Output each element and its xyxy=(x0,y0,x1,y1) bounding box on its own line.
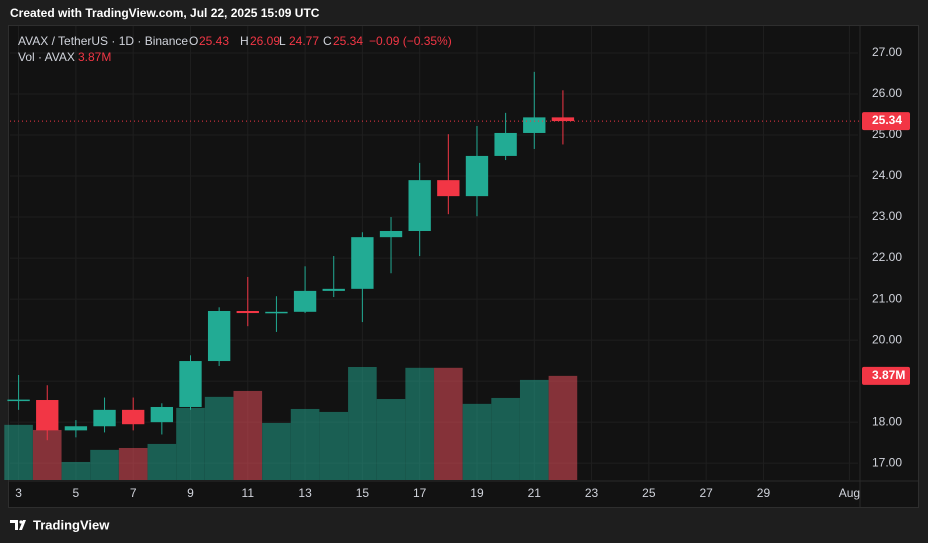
candle-body xyxy=(150,406,174,423)
x-tick-label: 9 xyxy=(187,486,194,500)
x-tick-label: 21 xyxy=(528,486,542,500)
footer-brand: TradingView xyxy=(33,517,110,532)
price-tag-label: 25.34 xyxy=(872,113,902,127)
candle-body xyxy=(265,311,288,314)
x-tick-label: 3 xyxy=(15,486,22,500)
x-tick-label: 7 xyxy=(130,486,137,500)
symbol: AVAX / TetherUS · 1D · Binance xyxy=(18,34,188,48)
volume-bar xyxy=(90,449,119,480)
volume-bar xyxy=(118,447,148,480)
ohlc-key: L xyxy=(279,34,286,48)
y-tick-label: 20.00 xyxy=(872,332,902,346)
candle-body xyxy=(551,117,575,122)
ohlc-value: 25.43 xyxy=(199,34,229,48)
ohlc-key: H xyxy=(240,34,249,48)
candle-body xyxy=(293,290,317,312)
x-tick-label: 29 xyxy=(757,486,771,500)
candle-body xyxy=(523,117,546,133)
candle-body xyxy=(179,361,202,407)
y-tick-label: 27.00 xyxy=(872,45,902,59)
candle-body xyxy=(122,409,145,425)
candle-body xyxy=(437,180,460,197)
volume-bar xyxy=(462,403,492,480)
volume-bar xyxy=(491,397,520,480)
candle-body xyxy=(408,180,431,232)
volume-bar xyxy=(434,367,463,480)
price-tag xyxy=(862,112,910,131)
volume-bar xyxy=(147,443,177,480)
y-tick-label: 24.00 xyxy=(872,168,902,182)
y-tick-label: 22.00 xyxy=(872,250,902,264)
x-tick-label: 25 xyxy=(642,486,656,500)
candle-body xyxy=(64,426,88,431)
plot: 17.0018.0019.0020.0021.0022.0023.0024.00… xyxy=(4,26,918,507)
candle-body xyxy=(36,400,59,431)
x-tick-label: 11 xyxy=(242,486,255,500)
x-tick-label: 19 xyxy=(470,486,484,500)
y-tick-label: 25.00 xyxy=(872,127,902,141)
volume-tag xyxy=(862,366,910,385)
candle-body xyxy=(236,310,259,314)
x-tick-label: 17 xyxy=(413,486,427,500)
volume-value: 3.87M xyxy=(78,50,111,64)
volume-bar xyxy=(61,461,91,480)
candle-body xyxy=(322,288,345,291)
volume-bar xyxy=(319,411,349,480)
x-tick-label: 13 xyxy=(298,486,312,500)
x-tick-label: 15 xyxy=(356,486,370,500)
x-tick-label: 23 xyxy=(585,486,599,500)
volume-name: Vol · AVAX xyxy=(18,50,75,64)
volume-bar xyxy=(548,375,578,480)
x-tick-label: 27 xyxy=(699,486,713,500)
candle-body xyxy=(379,231,403,238)
volume-bar xyxy=(519,379,549,480)
change: −0.09 (−0.35%) xyxy=(369,34,452,48)
candle-body xyxy=(351,237,374,289)
logo xyxy=(10,520,26,530)
volume-bar xyxy=(4,424,33,480)
ohlc-value: 25.34 xyxy=(333,34,363,48)
volume-bar xyxy=(233,390,263,480)
y-tick-label: 17.00 xyxy=(872,455,902,469)
candle-body xyxy=(7,399,30,402)
y-tick-label: 26.00 xyxy=(872,86,902,100)
ohlc-value: 26.09 xyxy=(250,34,280,48)
volume-bar xyxy=(290,408,320,480)
candle-body xyxy=(494,132,517,156)
volume-bar xyxy=(176,407,205,480)
x-tick-label: Aug xyxy=(839,486,860,500)
ohlc-value: 24.77 xyxy=(289,34,319,48)
volume-bar xyxy=(405,367,434,480)
volume-bar xyxy=(262,422,291,480)
y-tick-label: 21.00 xyxy=(872,291,902,305)
candle-body xyxy=(207,310,231,362)
y-tick-label: 23.00 xyxy=(872,209,902,223)
ohlc-key: O xyxy=(189,34,198,48)
volume-bar xyxy=(348,367,377,480)
candle-body xyxy=(465,155,489,197)
volume-bar xyxy=(204,396,234,480)
candle-body xyxy=(93,409,116,427)
ohlc-key: C xyxy=(323,34,332,48)
volume-bar xyxy=(376,399,406,480)
x-tick-label: 5 xyxy=(73,486,80,500)
banner: Created with TradingView.com, Jul 22, 20… xyxy=(10,6,320,20)
volume-tag-label: 3.87M xyxy=(872,368,905,382)
y-tick-label: 18.00 xyxy=(872,414,902,428)
